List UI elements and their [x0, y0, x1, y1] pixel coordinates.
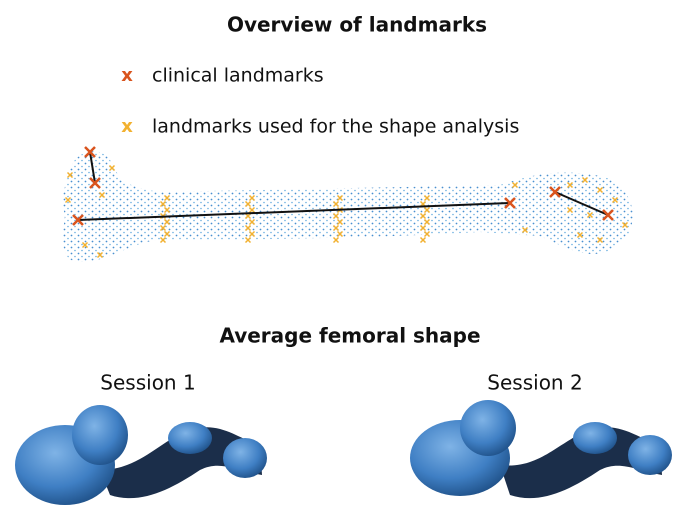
panel-label: Session 1 [100, 371, 195, 395]
lobe [628, 435, 672, 475]
legend-marker: x [121, 116, 133, 137]
femur-shape [410, 400, 672, 498]
legend-label: landmarks used for the shape analysis [152, 116, 519, 138]
lobe [573, 422, 617, 454]
lobe [460, 400, 516, 456]
femur-shape [15, 405, 267, 505]
figure: Overview of landmarks x clinical landmar… [0, 0, 692, 516]
landmark-cross [421, 238, 426, 243]
section-title: Average femoral shape [219, 324, 480, 348]
landmark-cross [334, 238, 339, 243]
section-title: Overview of landmarks [227, 13, 487, 37]
point-cloud [63, 151, 633, 262]
page: Overview of landmarks x clinical landmar… [0, 0, 692, 516]
panel-label: Session 2 [487, 371, 582, 395]
lobe [168, 422, 212, 454]
legend-marker: x [121, 65, 133, 86]
lobe [223, 438, 267, 478]
lobe [72, 405, 128, 465]
legend-label: clinical landmarks [152, 65, 324, 87]
